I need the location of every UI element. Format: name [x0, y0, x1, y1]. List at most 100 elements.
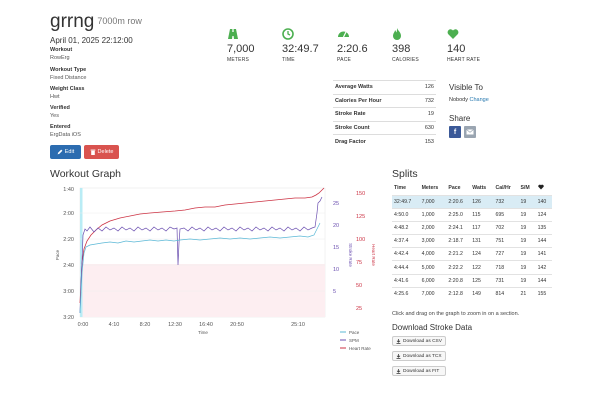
split-cal-hr: 814: [493, 286, 519, 301]
split-meters: 4,000: [419, 247, 447, 261]
stroke-rate-series: [79, 196, 323, 314]
change-visibility-link[interactable]: Change: [469, 97, 489, 103]
split-watts: 149: [470, 286, 494, 301]
workout-type-label: Workout Type: [50, 67, 87, 73]
weight-class-label: Weight Class: [50, 86, 85, 92]
split-pace: 2:12.8: [446, 286, 471, 301]
time-value: 32:49.7: [282, 43, 319, 55]
splits-header-row: Time Meters Pace Watts Cal/Hr S/M: [392, 182, 552, 195]
verified-value: Yes: [50, 113, 59, 119]
share-heading: Share: [449, 114, 471, 123]
summary-row: Drag Factor 153: [333, 134, 436, 149]
splits-row[interactable]: 4:37.4 3,000 2:18.7 131 751 19 144: [392, 234, 552, 248]
pace-series: [79, 222, 321, 314]
zoom-hint: Click and drag on the graph to zoom in o…: [392, 311, 520, 317]
split-hr: 124: [535, 207, 552, 222]
summary-value: 153: [414, 134, 436, 149]
spm-tick: 20: [333, 223, 339, 229]
visible-to-heading: Visible To: [449, 83, 483, 92]
split-hr: 141: [535, 247, 552, 261]
edit-button[interactable]: Edit: [50, 145, 81, 159]
spm-tick: 10: [333, 267, 339, 273]
col-spm: S/M: [520, 185, 530, 192]
splits-row[interactable]: 4:42.4 4,000 2:21.2 124 727 19 141: [392, 247, 552, 261]
splits-row[interactable]: 4:25.6 7,000 2:12.8 149 814 21 155: [392, 286, 552, 301]
pace-tick: 2:40: [63, 263, 74, 269]
pencil-icon: [57, 149, 63, 155]
heart-icon: [447, 29, 459, 39]
time-unit: TIME: [282, 57, 295, 63]
splits-row[interactable]: 4:41.6 6,000 2:20.8 125 731 19 144: [392, 273, 552, 288]
time-axis: 0:00 4:10 8:20 12:30 16:40 20:50 25:10: [78, 322, 305, 328]
facebook-icon: f: [453, 128, 457, 136]
time-tick: 0:00: [78, 322, 89, 328]
stat-meters: 7,000 METERS: [227, 28, 287, 63]
edit-button-label: Edit: [64, 149, 75, 155]
download-tcx-label: Download as TCX: [403, 353, 442, 359]
workout-type-value: Fixed Distance: [50, 75, 87, 81]
col-time: Time: [394, 185, 407, 192]
summary-value: 630: [414, 120, 436, 135]
share-facebook-button[interactable]: f: [449, 126, 461, 138]
split-watts: 131: [470, 234, 494, 248]
trash-icon: [90, 149, 95, 155]
pace-unit: PACE: [337, 57, 352, 63]
time-tick: 16:40: [199, 322, 213, 328]
split-pace: 2:22.2: [446, 260, 471, 275]
meters-value: 7,000: [227, 43, 255, 55]
heart-rate-axis: 150 125 100 75 50 25: [356, 191, 365, 312]
summary-row: Average Watts 126: [333, 80, 436, 95]
grid-lines: [80, 212, 325, 292]
split-pace: 2:20.8: [446, 273, 471, 288]
split-spm: 19: [518, 247, 536, 261]
split-time: 4:41.6: [392, 273, 420, 288]
split-pace: 2:25.0: [446, 207, 471, 222]
split-meters: 7,000: [419, 286, 447, 301]
clock-icon: [282, 28, 294, 40]
split-cal-hr: 695: [493, 207, 519, 222]
split-meters: 5,000: [419, 260, 447, 275]
time-tick: 20:50: [230, 322, 244, 328]
split-time: 4:50.0: [392, 207, 420, 222]
workout-label: Workout: [50, 47, 73, 53]
speedometer-icon: [338, 31, 349, 38]
legend-pace: Pace: [349, 330, 360, 335]
split-watts: 117: [470, 220, 494, 235]
share-email-button[interactable]: [464, 126, 476, 138]
download-fit-button[interactable]: Download as FIT: [392, 366, 446, 376]
download-csv-button[interactable]: Download as CSV: [392, 336, 446, 346]
splits-total-row[interactable]: 32:49.7 7,000 2:20.6 126 732 19 140: [392, 194, 552, 209]
download-tcx-button[interactable]: Download as TCX: [392, 351, 446, 361]
hr-tick: 75: [356, 260, 362, 266]
workout-graph[interactable]: 1:40 2:00 2:20 2:40 3:00 3:20 Pace 25 20…: [50, 183, 390, 358]
envelope-icon: [466, 129, 474, 135]
summary-label: Stroke Count: [333, 120, 415, 135]
hr-tick: 25: [356, 306, 362, 312]
workout-name: grrng: [50, 11, 95, 32]
download-csv-label: Download as CSV: [403, 338, 442, 344]
split-hr: 140: [535, 194, 552, 209]
summary-value: 126: [414, 80, 436, 95]
delete-button[interactable]: Delete: [84, 145, 119, 159]
heart-rate-value: 140: [447, 43, 466, 55]
split-pace: 2:20.6: [446, 194, 471, 209]
entered-value: ErgData iOS: [50, 132, 81, 138]
splits-table: Time Meters Pace Watts Cal/Hr S/M 32:49.…: [392, 182, 552, 301]
pace-axis-label: Pace: [55, 249, 60, 260]
splits-row[interactable]: 4:48.2 2,000 2:24.1 117 702 19 135: [392, 220, 552, 235]
col-watts: Watts: [472, 185, 487, 192]
splits-row[interactable]: 4:50.0 1,000 2:25.0 115 695 19 124: [392, 207, 552, 222]
stat-time: 32:49.7 TIME: [282, 28, 342, 63]
split-meters: 6,000: [419, 273, 447, 288]
stat-pace: 2:20.6 PACE: [337, 28, 397, 63]
split-hr: 144: [535, 273, 552, 288]
stat-heart-rate: 140 HEART RATE: [447, 28, 507, 63]
split-spm: 19: [518, 260, 536, 275]
split-cal-hr: 727: [493, 247, 519, 261]
heart-rate-series: [79, 187, 325, 304]
download-fit-label: Download as FIT: [403, 368, 440, 374]
splits-row[interactable]: 4:44.4 5,000 2:22.2 122 718 19 142: [392, 260, 552, 275]
calories-value: 398: [392, 43, 411, 55]
split-watts: 126: [470, 194, 494, 209]
time-tick: 12:30: [168, 322, 182, 328]
